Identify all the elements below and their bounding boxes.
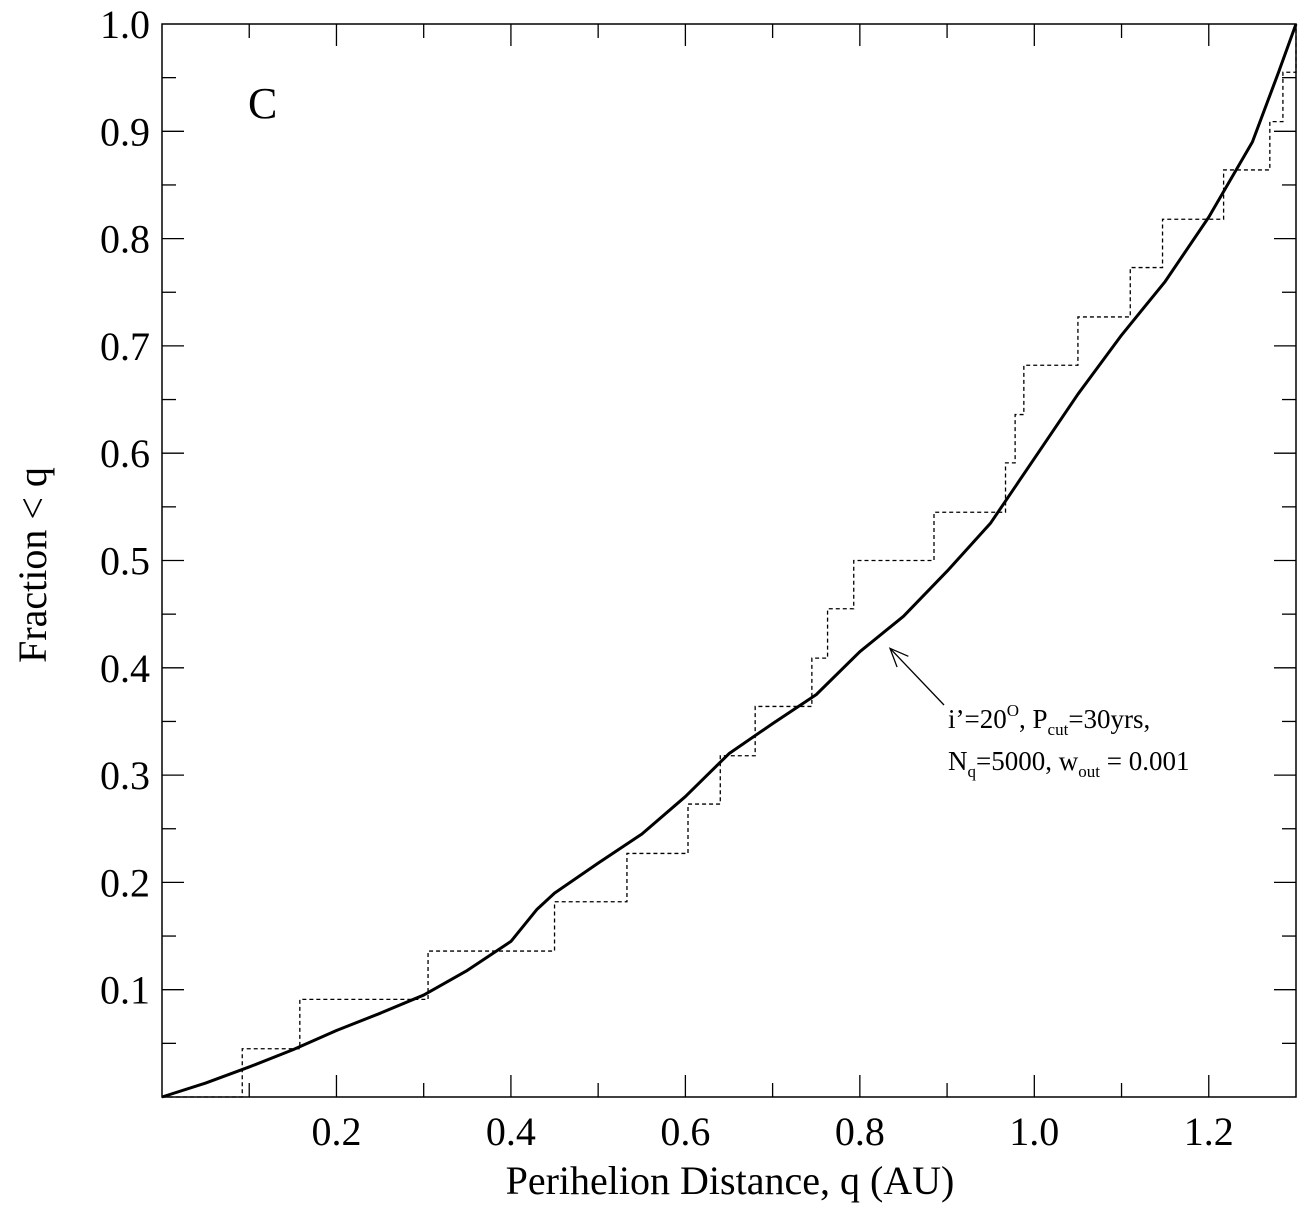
y-tick-label: 0.1 — [100, 968, 150, 1013]
x-tick-label: 0.4 — [486, 1109, 536, 1154]
x-axis: 0.2 0.4 0.6 0.8 1.0 1.2 — [311, 1109, 1233, 1154]
y-tick-label: 0.9 — [100, 109, 150, 154]
series-step-dashed — [162, 24, 1297, 1098]
annotation-arrowhead — [888, 647, 909, 668]
y-tick-label: 1.0 — [100, 2, 150, 47]
anno-l1-mid: , P — [1019, 704, 1048, 734]
anno-l1-sup: O — [1007, 701, 1019, 720]
y-tick-label: 0.3 — [100, 753, 150, 798]
plot-area — [161, 23, 1297, 1098]
annotation-line-1: i’=20O, Pcut=30yrs, — [948, 701, 1150, 739]
x-tick-label: 1.0 — [1009, 1109, 1059, 1154]
annotation-line-2: Nq=5000, wout = 0.001 — [948, 746, 1189, 781]
y-tick-label: 0.4 — [100, 646, 150, 691]
series-layer — [161, 23, 1298, 1099]
anno-l2-prefix: N — [948, 746, 968, 776]
anno-l2-sub1: q — [968, 762, 977, 781]
y-tick-label: 0.7 — [100, 324, 150, 369]
y-tick-label: 0.6 — [100, 431, 150, 476]
plot-frame — [161, 23, 1297, 1098]
y-axis: 0.1 0.2 0.3 0.4 0.5 0.6 0.7 0.8 0.9 1.0 — [100, 2, 150, 1013]
annotation-arrow — [889, 647, 945, 706]
x-axis-title: Perihelion Distance, q (AU) — [506, 1158, 955, 1203]
y-tick-label: 0.2 — [100, 860, 150, 905]
y-tick-label: 0.5 — [100, 539, 150, 584]
y-tick-label: 0.8 — [100, 217, 150, 262]
y-axis-title: Fraction < q — [10, 467, 55, 663]
series-line-solid — [161, 23, 1298, 1099]
x-tick-label: 0.8 — [835, 1109, 885, 1154]
x-tick-label: 0.2 — [311, 1109, 361, 1154]
panel-label: C — [248, 79, 277, 128]
anno-l2-sub2: out — [1078, 762, 1100, 781]
annotation: i’=20O, Pcut=30yrs, Nq=5000, wout = 0.00… — [888, 647, 1189, 781]
x-tick-label: 1.2 — [1184, 1109, 1234, 1154]
anno-l1-suffix: =30yrs, — [1068, 704, 1150, 734]
anno-l1-prefix: i’=20 — [948, 704, 1007, 734]
anno-l2-mid: =5000, w — [976, 746, 1079, 776]
anno-l2-suffix: = 0.001 — [1100, 746, 1189, 776]
x-tick-label: 0.6 — [660, 1109, 710, 1154]
anno-l1-sub: cut — [1048, 720, 1069, 739]
